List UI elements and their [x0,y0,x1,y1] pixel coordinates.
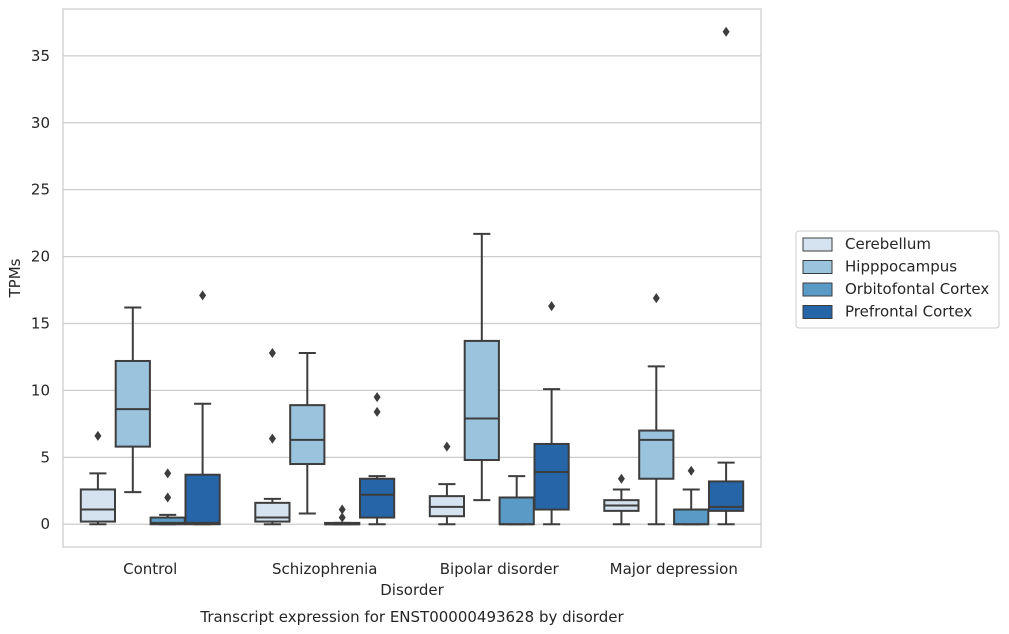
outlier-point [164,492,172,503]
y-tick-label: 35 [31,47,50,65]
y-tick-label: 0 [40,515,50,533]
box-group [254,347,291,526]
x-tick-label: Control [123,560,177,578]
box-group [533,301,570,526]
x-tick-label: Bipolar disorder [440,560,560,578]
y-tick-label: 15 [31,315,50,333]
box-group [498,475,535,526]
y-tick-label: 20 [31,248,50,266]
outlier-point [373,392,381,403]
outlier-point [164,468,172,479]
x-tick-labels: Control Schizophrenia Bipolar disorder Majo… [123,560,738,578]
legend-label: Prefrontal Cortex [845,303,972,321]
outlier-point [199,290,207,301]
y-tick-label: 25 [31,181,50,199]
box-group [289,351,326,515]
box-group [638,293,675,526]
box-group [114,306,151,494]
box-iqr [254,501,291,523]
box-group [184,290,221,526]
box-iqr [638,429,675,480]
outlier-point [617,473,625,484]
legend-label: Cerebellum [845,235,931,253]
outlier-point [338,512,346,523]
y-tick-label: 5 [40,448,50,466]
box-group [149,468,186,526]
box-iqr [79,488,117,523]
box-iqr [498,496,535,526]
box-iqr [184,473,221,526]
outlier-point [722,26,730,37]
box-group [324,504,361,526]
box-group [79,430,117,526]
legend-swatch [802,305,833,319]
box-iqr [533,442,570,511]
x-axis-label: Disorder [380,581,444,599]
outlier-point [373,406,381,417]
legend-label: Hipppocampus [845,258,957,276]
outlier-point [652,293,660,304]
x-tick-label: Major depression [610,560,738,578]
box-group [707,26,745,526]
box-iqr [463,339,500,462]
box-group [358,392,396,526]
y-tick-label: 10 [31,381,50,399]
box-group [603,473,640,526]
box-group [428,441,466,526]
box-iqr [114,359,151,448]
legend-label: Orbitofontal Cortex [845,280,989,298]
y-axis-label: TPMs [6,258,24,298]
y-tick-label: 30 [31,114,50,132]
x-tick-label: Schizophrenia [272,560,377,578]
legend: Cerebellum Hipppocampus Orbitofontal Corte… [795,230,1000,329]
legend-swatch [802,282,833,297]
legend-frame [795,230,1000,329]
outlier-point [687,465,695,476]
outlier-point [268,433,276,444]
box-group [463,232,500,502]
plot-area [79,26,745,526]
chart-caption: Transcript expression for ENST0000049362… [199,608,624,626]
plot-frame [62,8,762,548]
legend-swatch [802,260,833,274]
box-iqr [673,508,710,526]
legend-swatch [802,237,833,252]
y-tick-labels: 0 5 10 15 20 25 30 35 [31,47,50,533]
outlier-point [443,441,451,452]
outlier-point [338,504,346,515]
outlier-point [94,430,102,441]
outlier-point [548,301,556,312]
box-iqr [358,477,396,519]
outlier-point [268,347,276,358]
box-group [673,465,710,526]
box-iqr [289,404,326,466]
